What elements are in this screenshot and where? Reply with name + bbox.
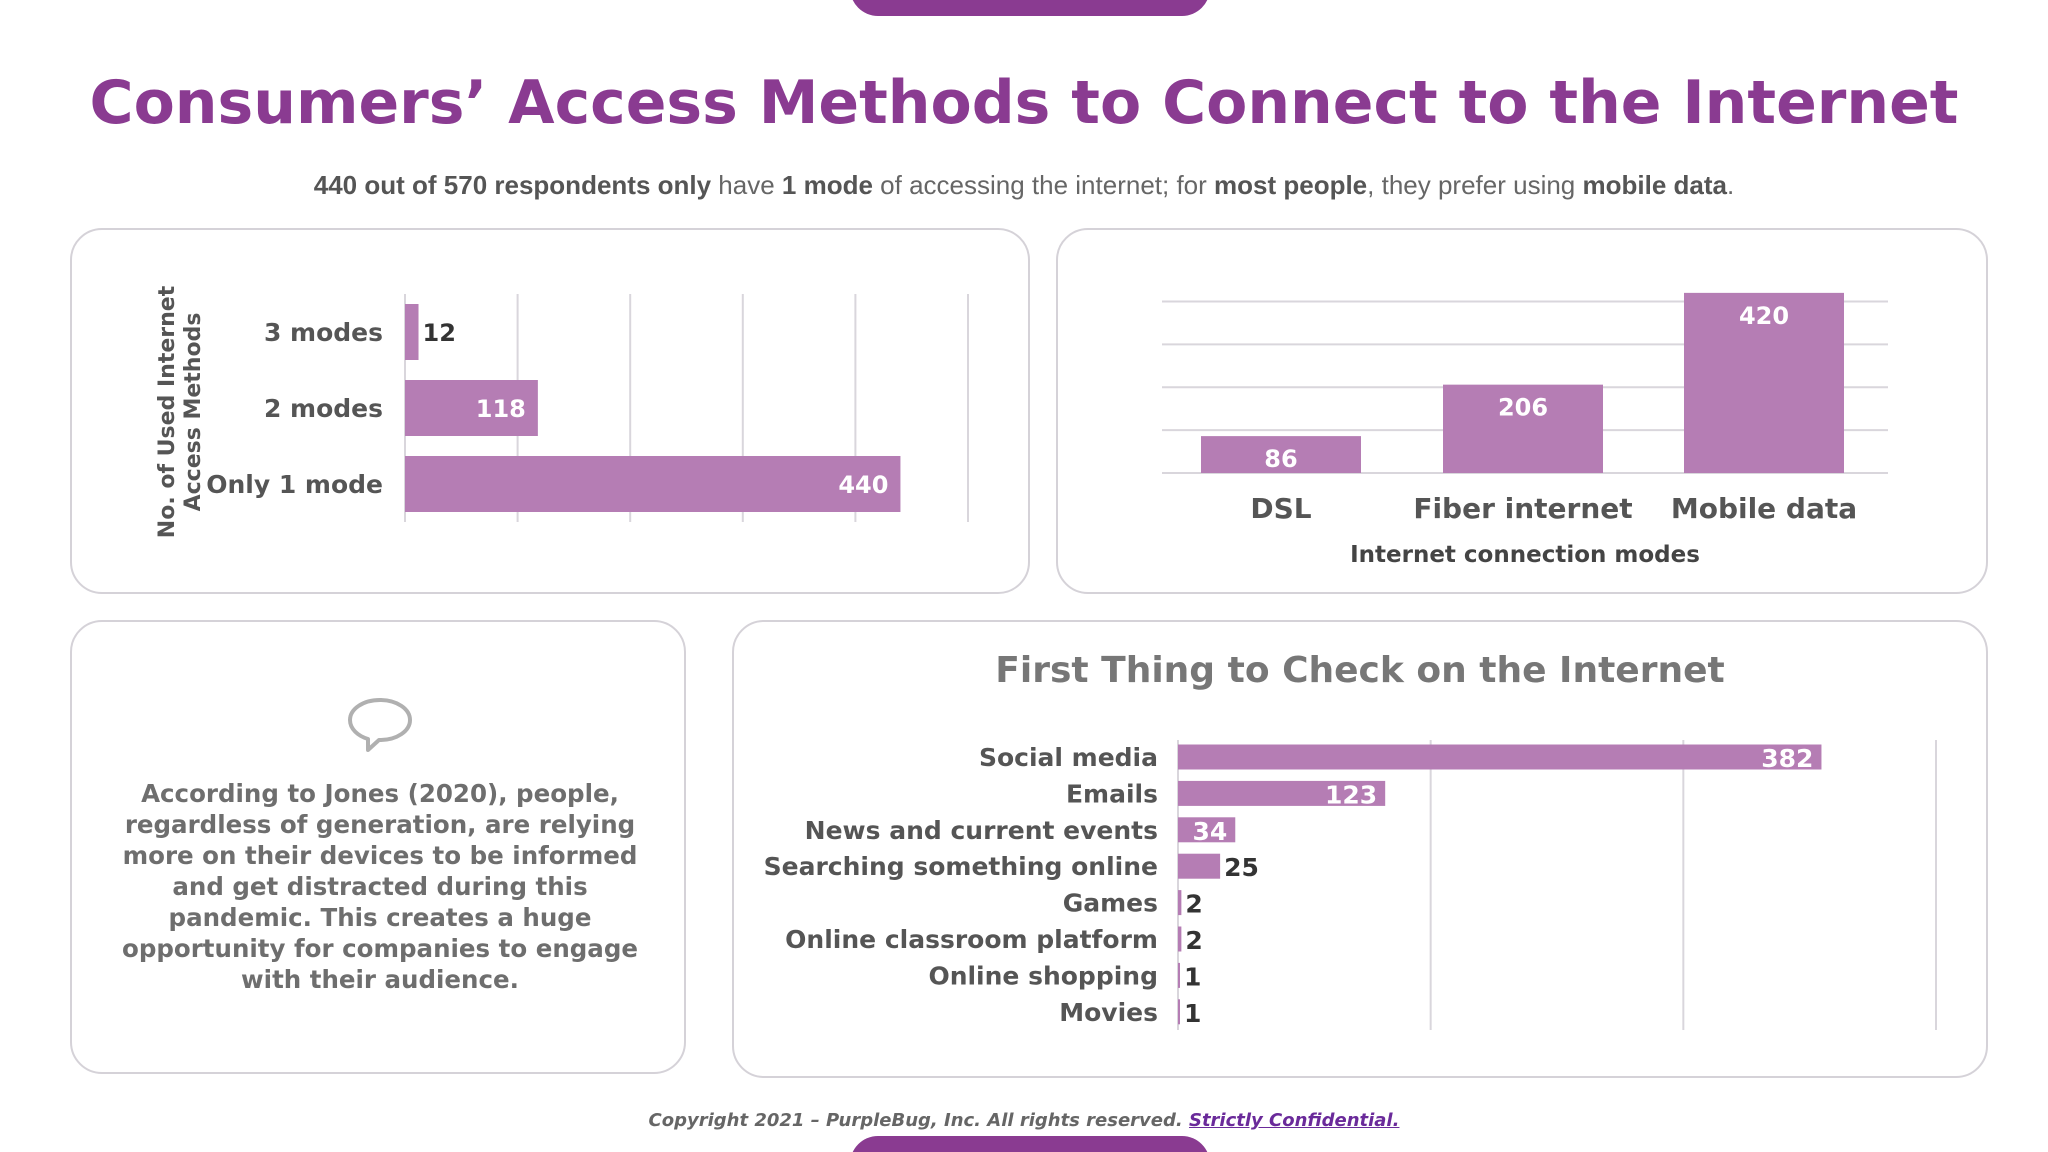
- subtitle-segment: have: [711, 170, 782, 200]
- subtitle-segment: 440 out of 570 respondents only: [313, 170, 712, 200]
- bottom-decorative-tab: [850, 1136, 1210, 1152]
- connection-modes-panel: [1056, 228, 1988, 594]
- access-methods-count-panel: [70, 228, 1030, 594]
- subtitle-segment: mobile data: [1582, 170, 1727, 200]
- first-thing-chart-title: First Thing to Check on the Internet: [995, 650, 1725, 691]
- footer: Copyright 2021 – PurpleBug, Inc. All rig…: [0, 1110, 2048, 1131]
- subtitle-segment: .: [1726, 170, 1735, 200]
- subtitle-segment: , they prefer using: [1367, 170, 1583, 200]
- speech-bubble-icon: [348, 698, 412, 752]
- page-title: Consumers’ Access Methods to Connect to …: [89, 68, 1959, 138]
- top-decorative-tab: [850, 0, 1210, 16]
- subtitle-segment: most people: [1214, 170, 1368, 200]
- subtitle-segment: 1 mode: [781, 170, 873, 200]
- first-thing-panel: [732, 620, 1988, 1078]
- copyright-text: Copyright 2021 – PurpleBug, Inc. All rig…: [648, 1110, 1189, 1131]
- subtitle-segment: of accessing the internet; for: [872, 170, 1215, 200]
- confidential-link[interactable]: Strictly Confidential.: [1188, 1110, 1400, 1131]
- note-panel: [70, 620, 686, 1074]
- note-text: According to Jones (2020), people, regar…: [121, 779, 638, 994]
- page-subtitle: 440 out of 570 respondents only have 1 m…: [0, 170, 2048, 201]
